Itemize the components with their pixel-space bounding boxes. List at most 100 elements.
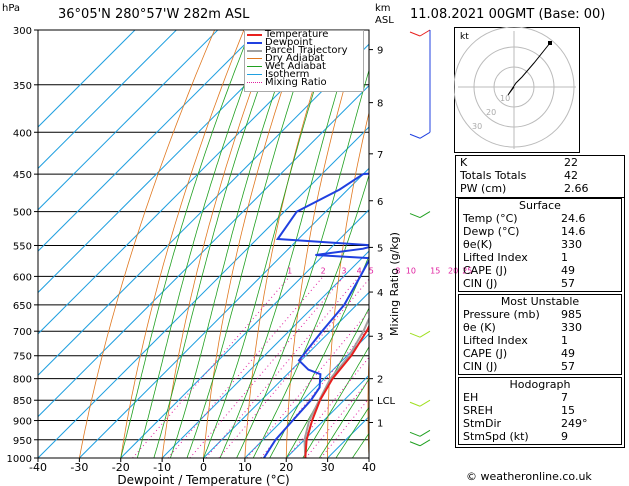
legend-wet-adiabat: Wet Adiabat: [245, 62, 363, 72]
pressure-tick-label: 750: [13, 352, 32, 363]
unstable-value: 985: [561, 308, 582, 321]
hodograph: kt 10 20 30: [454, 27, 580, 153]
unstable-label: CIN (J): [463, 360, 498, 373]
hodo-trace: [507, 42, 551, 96]
mixing-ratio-label: 20: [448, 266, 458, 275]
index-value: 2.66: [564, 182, 589, 195]
surface-value: 14.6: [561, 225, 586, 238]
surface-row: θe(K) 330: [459, 238, 621, 251]
wet-adiabat-line: [252, 173, 369, 458]
index-value: 22: [564, 156, 578, 169]
pressure-tick-label: 850: [13, 396, 32, 407]
km-tick-label: 8: [377, 99, 383, 110]
legend-parcel: Parcel Trajectory: [245, 46, 363, 56]
pressure-tick-label: 350: [13, 81, 32, 92]
surface-value: 49: [561, 264, 575, 277]
isotherm-line: [79, 167, 369, 458]
pressure-tick-label: 500: [13, 208, 32, 219]
dry-adiabat-line: [244, 30, 333, 458]
pressure-tick-label: 900: [13, 417, 32, 428]
dry-adiabat-line: [120, 30, 245, 458]
wet-adiabat-line: [170, 30, 297, 458]
surface-row: Temp (°C) 24.6: [459, 212, 621, 225]
unstable-value: 57: [561, 360, 575, 373]
index-row: PW (cm) 2.66: [456, 182, 624, 195]
hpa-label: hPa: [2, 3, 21, 14]
pressure-tick-label: 800: [13, 375, 32, 386]
temp-tick-label: 10: [238, 461, 252, 474]
km-tick-label: 1: [377, 419, 383, 430]
isotherm-line: [38, 30, 136, 128]
hodo-end-marker: [548, 41, 552, 45]
wind-barb: [419, 399, 431, 407]
isotherm-line: [38, 43, 369, 376]
hodo-ring-label: 20: [486, 108, 496, 117]
unstable-value: 330: [561, 321, 582, 334]
wet-adiabat-line: [153, 30, 281, 458]
wind-barb-flag: [409, 213, 421, 219]
legend-dry-adiabat: Dry Adiabat: [245, 54, 363, 64]
hodo-ring-label: 30: [472, 122, 482, 131]
hodo-row: SREH 15: [459, 404, 621, 417]
km-tick-label: 6: [377, 197, 383, 208]
mixing-ratio-axis-label: Mixing Ratio (g/kg): [388, 232, 401, 336]
hodo-row: StmSpd (kt) 9: [459, 430, 621, 443]
hodo-label: SREH: [463, 404, 493, 417]
surface-row: Dewp (°C) 14.6: [459, 225, 621, 238]
dry-adiabat-line: [203, 30, 303, 458]
km-tick-label: 4: [377, 288, 383, 299]
pressure-tick-label: 450: [13, 170, 32, 181]
parcel-trajectory-line: [303, 316, 369, 458]
km-tick-label: 7: [377, 150, 383, 161]
pressure-tick-label: 300: [13, 26, 32, 37]
index-row: K 22: [456, 156, 624, 169]
mixing-ratio-label: 4: [357, 266, 362, 275]
dry-adiabat-line: [161, 30, 274, 458]
surface-label: Temp (°C): [463, 212, 518, 225]
legend-temperature: Temperature: [245, 30, 363, 40]
surface-title: Surface: [519, 199, 561, 212]
dry-adiabat-line: [407, 30, 449, 458]
isotherm-line: [38, 30, 301, 294]
wind-barb: [419, 330, 431, 338]
surface-label: CAPE (J): [463, 264, 508, 277]
wind-barb: [419, 439, 431, 447]
isotherm-line: [38, 30, 343, 335]
wind-barb: [419, 211, 431, 219]
legend-mixing-ratio: Mixing Ratio: [245, 78, 363, 88]
wet-adiabat-line: [136, 30, 266, 458]
mixing-ratio-label: 1: [287, 266, 292, 275]
hodo-row: StmDir 249°: [459, 417, 621, 430]
surface-label: Dewp (°C): [463, 225, 520, 238]
isotherm-line: [244, 333, 369, 458]
mixing-ratio-line: [246, 310, 369, 458]
unstable-title: Most Unstable: [500, 295, 580, 308]
index-value: 42: [564, 169, 578, 182]
dry-adiabat-line: [79, 30, 215, 458]
surface-value: 330: [561, 238, 582, 251]
wet-adiabat-line: [120, 30, 252, 458]
unstable-value: 1: [561, 334, 568, 347]
surface-label: Lifted Index: [463, 251, 528, 264]
temp-tick-label: -20: [112, 461, 130, 474]
surface-label: θe(K): [463, 238, 493, 251]
hodo-label: StmDir: [463, 417, 502, 430]
temp-tick-label: -10: [153, 461, 171, 474]
isotherm-line: [38, 30, 177, 170]
hodo-value: 15: [561, 404, 575, 417]
hodo-ring-label: 10: [500, 94, 510, 103]
indices-table: K 22 Totals Totals 42 PW (cm) 2.66 Surface Te…: [455, 155, 625, 448]
surface-box: Surface Temp (°C) 24.6 Dewp (°C) 14.6 θe(K) 3…: [458, 198, 622, 292]
surface-value: 24.6: [561, 212, 586, 225]
hodo-label: EH: [463, 391, 479, 404]
mixing-ratio-line: [132, 276, 291, 458]
asl-label: ASL: [375, 15, 394, 26]
temp-tick-label: 30: [321, 461, 335, 474]
hodo-title: Hodograph: [509, 378, 571, 391]
hodo-value: 249°: [561, 417, 588, 430]
temp-tick-label: -30: [70, 461, 88, 474]
isotherm-line: [203, 291, 369, 458]
hodo-row: EH 7: [459, 391, 621, 404]
km-label: km: [375, 3, 391, 14]
surface-row: Lifted Index 1: [459, 251, 621, 264]
